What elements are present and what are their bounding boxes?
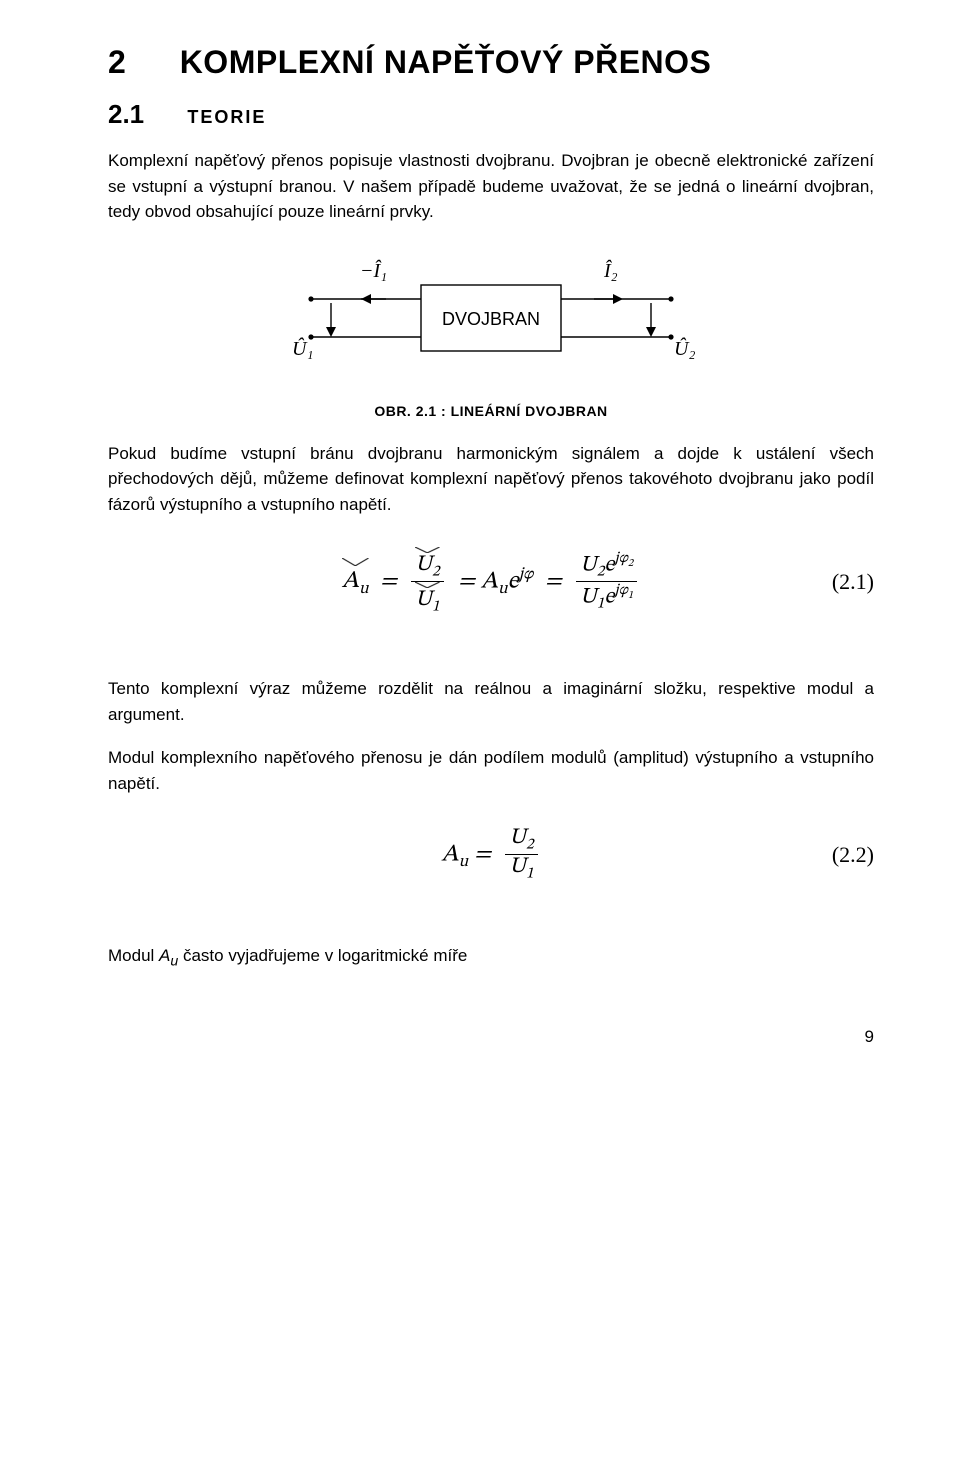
section-heading: 2.1 TEORIE <box>108 99 874 130</box>
section-number: 2.1 <box>108 99 144 129</box>
label-neg-I1: −Î₁ <box>360 259 387 282</box>
two-port-box-label: DVOJBRAN <box>442 309 540 329</box>
label-U1: Û₁ <box>292 336 313 360</box>
equation-2-2: Au = U2 U1 (2.2) <box>108 826 874 883</box>
arrow-neg-I1 <box>361 294 386 304</box>
paragraph-modulus: Modul komplexního napěťového přenosu je … <box>108 745 874 796</box>
equation-2-2-number: (2.2) <box>818 842 874 868</box>
arrow-U2 <box>646 303 656 337</box>
chapter-number: 2 <box>108 44 126 80</box>
chapter-heading: 2 KOMPLEXNÍ NAPĚŤOVÝ PŘENOS <box>108 44 874 81</box>
label-I2: Î₂ <box>603 259 618 282</box>
chapter-title: KOMPLEXNÍ NAPĚŤOVÝ PŘENOS <box>180 44 712 80</box>
figure-linear-two-port: .s { stroke:#000; fill:none; stroke-widt… <box>276 243 706 393</box>
section-title: TEORIE <box>187 99 266 129</box>
paragraph-log-suffix: často vyjadřujeme v logaritmické míře <box>178 946 467 965</box>
label-U2: Û₂ <box>674 336 695 360</box>
arrow-U1 <box>326 303 336 337</box>
equation-2-1-number: (2.1) <box>818 569 874 595</box>
paragraph-log-var: Au <box>159 946 178 965</box>
arrow-I2 <box>594 294 623 304</box>
paragraph-log: Modul Au často vyjadřujeme v logaritmick… <box>108 943 874 973</box>
equation-2-2-body: Au = U2 U1 <box>441 826 540 883</box>
page-number: 9 <box>108 1027 874 1047</box>
equation-2-1: Au = U2 U1 = Auejφ = U2ejφ2 U1ejφ1 (2.1) <box>108 547 874 616</box>
paragraph-split: Tento komplexní výraz můžeme rozdělit na… <box>108 676 874 727</box>
figure-caption: OBR. 2.1 : LINEÁRNÍ DVOJBRAN <box>108 403 874 419</box>
paragraph-definition: Pokud budíme vstupní bránu dvojbranu har… <box>108 441 874 518</box>
paragraph-intro: Komplexní napěťový přenos popisuje vlast… <box>108 148 874 225</box>
paragraph-log-prefix: Modul <box>108 946 159 965</box>
equation-2-1-body: Au = U2 U1 = Auejφ = U2ejφ2 U1ejφ1 <box>342 547 640 616</box>
